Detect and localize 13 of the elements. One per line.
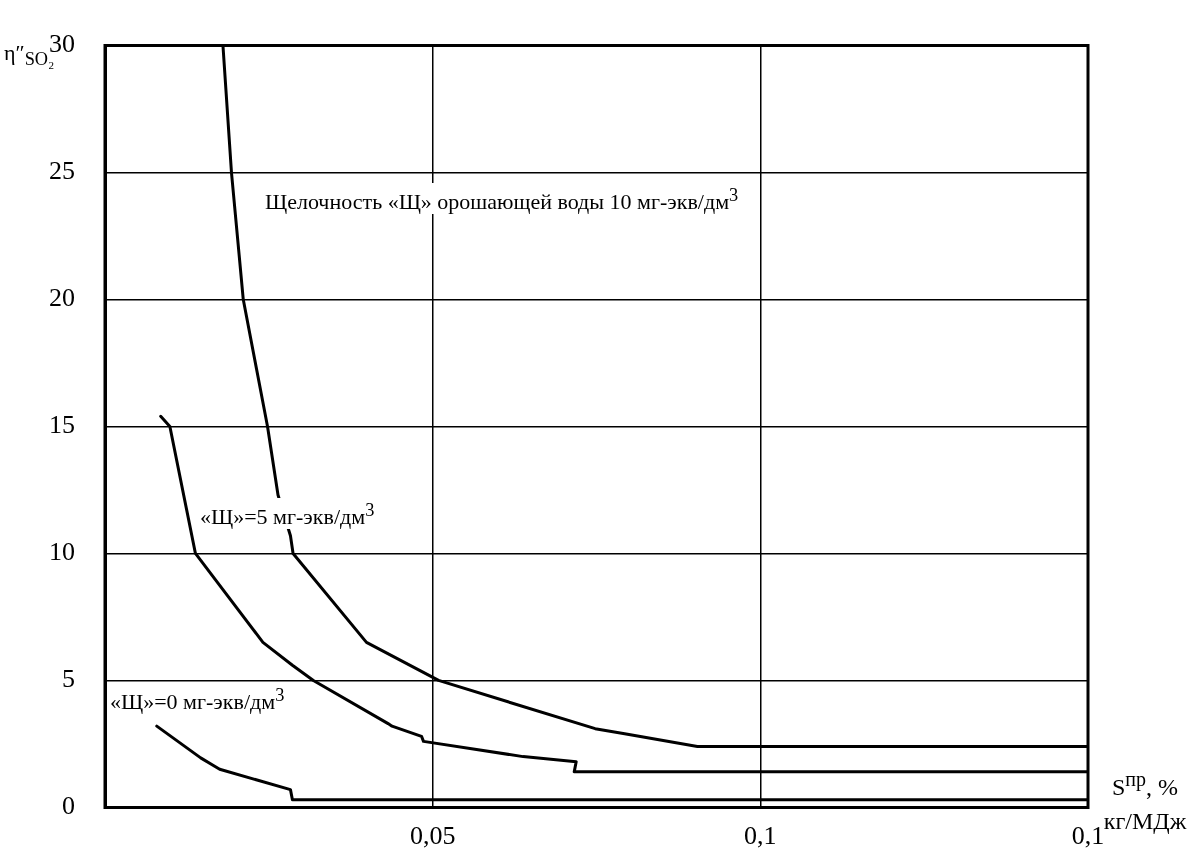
- y-tick-label: 0: [62, 791, 75, 821]
- x-axis-title: S$^{пр}$, % кг/МДж: [1103, 767, 1188, 834]
- annotation: «Щ»=0 мг-экв/дм$^{3}$: [110, 684, 285, 715]
- annotation: Щелочность «Щ» орошающей воды 10 мг-экв/дм$^{3}$: [265, 183, 739, 215]
- y-tick-label: 15: [49, 410, 75, 440]
- annotation: «Щ»=5 мг-экв/дм$^{3}$: [200, 498, 375, 530]
- y-tick-label: 25: [49, 156, 75, 186]
- y-tick-label: 20: [49, 283, 75, 313]
- x-tick-label: 0,1: [744, 820, 777, 850]
- y-tick-label: 10: [49, 537, 75, 567]
- x-tick-label: 0,05: [409, 820, 456, 850]
- x-tick-label: 0,1: [1071, 820, 1105, 850]
- y-tick-label: 5: [62, 664, 75, 694]
